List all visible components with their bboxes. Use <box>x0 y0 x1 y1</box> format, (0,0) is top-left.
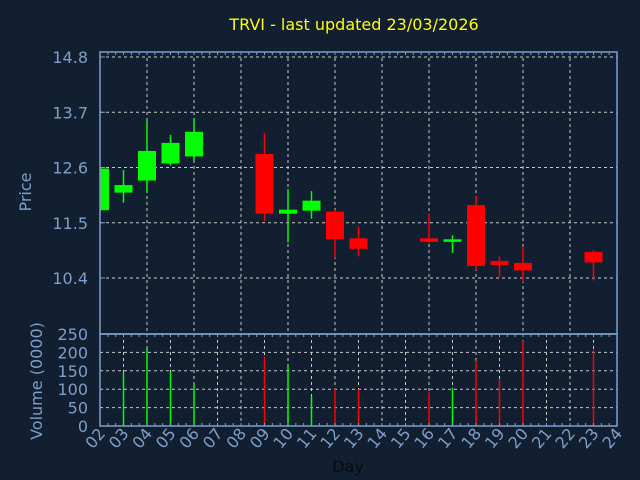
price-axis-label: Price <box>16 172 35 211</box>
x-tick-label: 18 <box>457 424 485 452</box>
candle-body <box>185 131 203 157</box>
candle-body <box>490 260 509 265</box>
volume-tick-label: 50 <box>68 399 88 418</box>
x-tick-label: 08 <box>222 424 250 452</box>
candle-body <box>138 150 156 181</box>
volume-tick-label: 0 <box>78 417 88 436</box>
x-tick-label: 10 <box>269 424 297 452</box>
x-tick-label: 20 <box>504 424 532 452</box>
x-tick-label: 11 <box>293 424 321 452</box>
x-tick-label: 09 <box>246 424 274 452</box>
x-tick-label: 24 <box>598 424 626 452</box>
x-tick-label: 23 <box>575 424 603 452</box>
x-tick-label: 15 <box>387 424 415 452</box>
candle-body <box>443 239 462 242</box>
x-tick-label: 05 <box>152 424 180 452</box>
x-tick-label: 12 <box>316 424 344 452</box>
candle-body <box>255 153 274 214</box>
candle-body <box>467 205 485 266</box>
candle-body <box>420 238 438 242</box>
price-tick-label: 13.7 <box>52 103 88 122</box>
price-panel-frame <box>99 51 618 335</box>
volume-tick-label: 200 <box>57 343 88 362</box>
candle-body <box>326 211 344 240</box>
volume-tick-label: 100 <box>57 380 88 399</box>
x-tick-label: 04 <box>128 424 156 452</box>
x-tick-label: 07 <box>199 424 227 452</box>
volume-panel-frame <box>99 333 618 427</box>
x-tick-label: 13 <box>340 424 368 452</box>
x-tick-label: 06 <box>175 424 203 452</box>
candle-body <box>100 168 109 211</box>
x-tick-label: 22 <box>551 424 579 452</box>
chart-title: TRVI - last updated 23/03/2026 <box>228 15 478 34</box>
x-tick-label: 03 <box>105 424 133 452</box>
x-tick-label: 14 <box>363 424 391 452</box>
candle-body <box>279 209 297 214</box>
x-tick-label: 16 <box>410 424 438 452</box>
price-tick-label: 11.5 <box>52 214 88 233</box>
price-tick-label: 14.8 <box>52 48 88 67</box>
candle-body <box>161 142 180 164</box>
x-axis-label: Day <box>332 457 364 476</box>
price-tick-label: 12.6 <box>52 159 88 178</box>
price-tick-label: 10.4 <box>52 269 88 288</box>
x-tick-label: 19 <box>481 424 509 452</box>
volume-axis-label: Volume (0000) <box>27 322 46 440</box>
x-tick-label: 17 <box>434 424 462 452</box>
candle-body <box>584 251 603 263</box>
candle-body <box>302 200 321 211</box>
volume-tick-label: 250 <box>57 325 88 344</box>
candle-body <box>114 185 133 193</box>
candle-body <box>349 238 368 249</box>
x-tick-label: 21 <box>528 424 556 452</box>
candle-body <box>514 262 532 271</box>
volume-tick-label: 150 <box>57 362 88 381</box>
